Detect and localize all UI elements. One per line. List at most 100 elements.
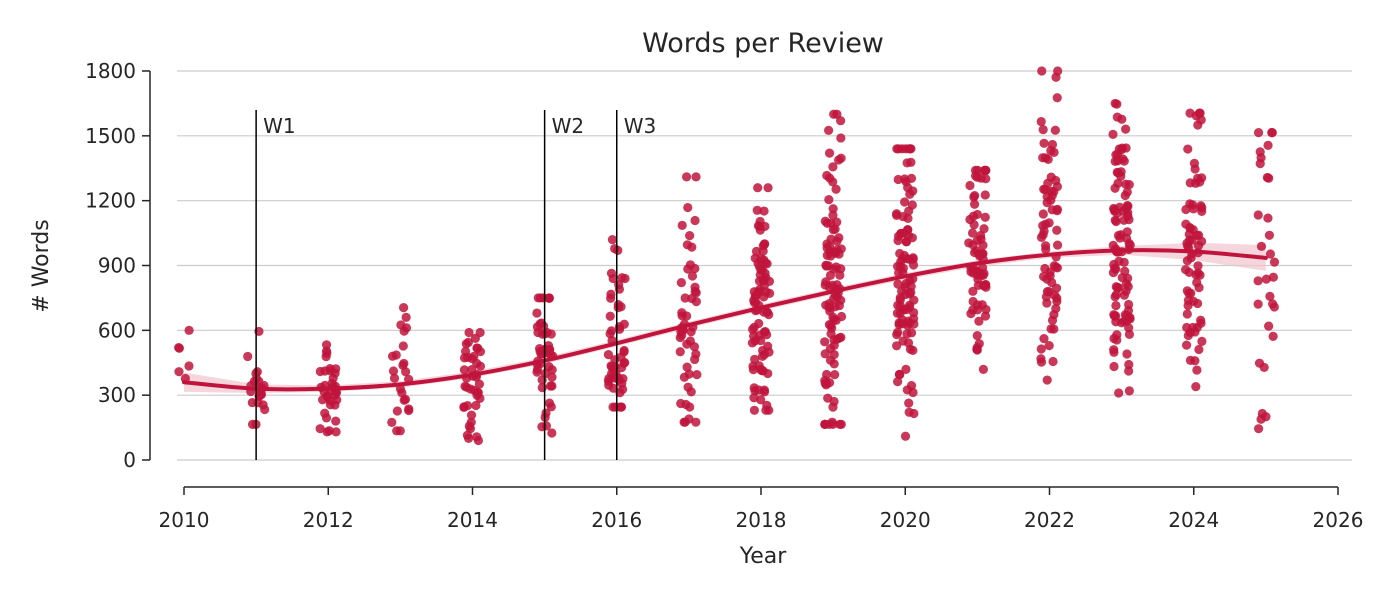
data-point bbox=[827, 323, 837, 333]
data-point bbox=[401, 323, 412, 333]
data-point bbox=[389, 373, 400, 383]
data-point bbox=[473, 388, 483, 398]
data-point bbox=[1184, 229, 1194, 239]
data-point bbox=[828, 162, 838, 172]
data-point bbox=[832, 109, 842, 119]
data-point bbox=[466, 410, 477, 420]
data-point bbox=[610, 362, 620, 372]
data-point bbox=[459, 402, 469, 412]
data-point bbox=[967, 228, 978, 238]
data-point bbox=[459, 365, 469, 375]
data-point bbox=[894, 318, 904, 328]
data-point bbox=[820, 337, 830, 347]
axes bbox=[149, 71, 1338, 488]
data-point bbox=[1193, 261, 1203, 271]
data-point bbox=[1191, 382, 1201, 392]
data-point bbox=[1038, 209, 1048, 219]
y-axis-ticks: 0 300 600 900 1200 1500 1800 bbox=[85, 59, 150, 472]
data-point bbox=[388, 366, 399, 376]
data-point bbox=[1040, 185, 1050, 195]
data-point bbox=[610, 243, 620, 254]
data-point bbox=[1119, 156, 1129, 166]
data-point bbox=[473, 343, 483, 353]
data-point bbox=[978, 364, 988, 374]
data-point bbox=[909, 319, 919, 329]
data-point bbox=[1108, 129, 1118, 139]
x-tick-label: 2024 bbox=[1168, 508, 1219, 532]
data-point bbox=[1124, 359, 1134, 370]
y-tick-label: 1200 bbox=[85, 189, 136, 213]
data-point bbox=[980, 190, 990, 200]
data-point bbox=[1043, 154, 1053, 164]
data-point bbox=[828, 402, 838, 412]
data-point bbox=[321, 352, 331, 362]
data-point bbox=[1114, 256, 1124, 266]
data-point bbox=[320, 408, 330, 418]
data-point bbox=[1264, 173, 1274, 183]
data-point bbox=[683, 202, 693, 213]
data-point bbox=[1047, 190, 1057, 201]
y-tick-label: 300 bbox=[98, 383, 136, 407]
data-point bbox=[968, 286, 978, 296]
data-point bbox=[897, 286, 907, 296]
data-point bbox=[1051, 175, 1061, 186]
data-point bbox=[1124, 366, 1134, 376]
data-point bbox=[546, 329, 556, 339]
data-point bbox=[901, 364, 911, 375]
data-point bbox=[1181, 265, 1191, 275]
data-point bbox=[756, 335, 766, 346]
data-point bbox=[906, 281, 916, 291]
chart-title: Words per Review bbox=[642, 28, 884, 59]
data-point bbox=[834, 300, 844, 311]
data-point bbox=[608, 402, 618, 412]
data-point bbox=[682, 311, 692, 321]
data-point bbox=[1121, 124, 1131, 134]
data-point bbox=[825, 173, 835, 183]
data-point bbox=[1190, 356, 1200, 366]
data-point bbox=[1113, 230, 1124, 241]
data-point bbox=[753, 183, 763, 193]
data-point bbox=[463, 337, 473, 347]
data-point bbox=[1253, 127, 1264, 138]
data-point bbox=[836, 311, 847, 322]
data-point bbox=[908, 345, 918, 355]
data-point bbox=[759, 349, 770, 360]
data-point bbox=[822, 218, 832, 228]
data-point bbox=[893, 300, 903, 310]
data-point bbox=[252, 367, 262, 377]
data-point bbox=[1267, 299, 1278, 309]
data-point bbox=[174, 367, 184, 377]
data-point bbox=[690, 282, 700, 292]
data-point bbox=[968, 211, 978, 221]
data-point bbox=[682, 339, 692, 349]
data-point bbox=[676, 398, 686, 409]
data-point bbox=[1114, 388, 1124, 398]
data-point bbox=[1193, 268, 1203, 278]
data-point bbox=[677, 220, 687, 230]
data-point bbox=[828, 225, 838, 235]
data-point bbox=[1121, 179, 1131, 189]
data-point bbox=[1254, 358, 1265, 368]
data-point bbox=[1038, 125, 1048, 135]
data-point bbox=[691, 172, 701, 182]
data-point bbox=[1042, 375, 1052, 385]
data-point bbox=[1050, 125, 1060, 135]
data-point bbox=[898, 211, 908, 222]
data-point bbox=[1181, 340, 1192, 350]
data-point bbox=[830, 370, 840, 380]
data-point bbox=[900, 431, 911, 441]
data-point bbox=[904, 398, 914, 408]
data-point bbox=[820, 419, 830, 429]
data-point bbox=[690, 215, 700, 226]
data-point bbox=[1254, 424, 1264, 434]
data-point bbox=[832, 236, 842, 246]
data-point bbox=[1193, 298, 1203, 309]
data-point bbox=[1052, 240, 1063, 250]
annotation-label: W2 bbox=[552, 114, 585, 138]
data-point bbox=[398, 360, 408, 370]
data-point bbox=[748, 324, 758, 334]
data-point bbox=[1261, 274, 1271, 284]
x-axis-ticks: 2010 2012 2014 2016 2018 2020 2022 2024 2026 bbox=[159, 487, 1363, 532]
data-point bbox=[1264, 230, 1275, 240]
data-point bbox=[763, 341, 773, 351]
